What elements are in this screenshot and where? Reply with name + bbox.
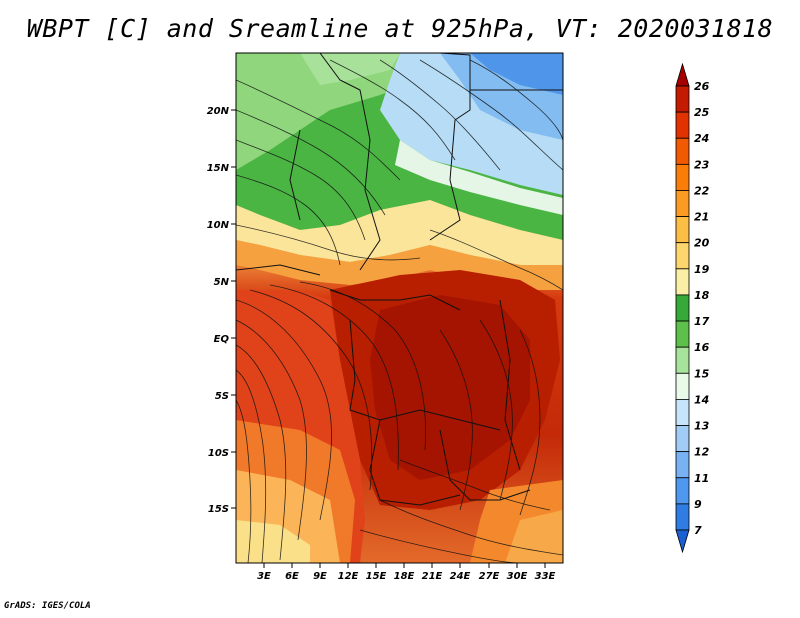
colorbar-label: 19 xyxy=(694,263,710,276)
colorbar-label: 12 xyxy=(694,446,710,459)
lat-label: 20N xyxy=(207,106,230,117)
lon-label: 33E xyxy=(535,571,556,582)
colorbar-label: 7 xyxy=(694,524,702,537)
colorbar-segment xyxy=(675,190,690,217)
colorbar-bottom-arrow xyxy=(675,529,690,554)
colorbar: 26 25 24 23 22 21 20 19 18 17 16 15 14 13 12 11 9 7 xyxy=(675,62,710,554)
colorbar-label: 22 xyxy=(694,184,710,197)
lon-label: 27E xyxy=(479,571,500,582)
chart-title: WBPT [C] and Sreamline at 925hPa, VT: 20… xyxy=(26,14,774,43)
colorbar-segment xyxy=(675,320,690,348)
colorbar-label: 15 xyxy=(694,367,710,380)
lat-label: EQ xyxy=(214,334,230,345)
colorbar-segment xyxy=(675,111,690,139)
colorbar-label: 23 xyxy=(694,158,710,171)
colorbar-label: 11 xyxy=(694,472,709,485)
colorbar-segment xyxy=(675,346,690,374)
colorbar-label: 21 xyxy=(694,211,709,224)
colorbar-segment xyxy=(675,451,690,479)
colorbar-label: 18 xyxy=(694,289,710,302)
colorbar-label: 17 xyxy=(694,315,710,328)
lat-label: 5N xyxy=(214,277,230,288)
colorbar-label: 24 xyxy=(694,132,709,145)
lon-label: 6E xyxy=(285,571,299,582)
lat-label: 15N xyxy=(207,163,230,174)
colorbar-label: 16 xyxy=(694,341,710,354)
credit-label: GrADS: IGES/COLA xyxy=(4,601,91,611)
latitude-axis: 20N 15N 10N 5N EQ 5S 10S 15S xyxy=(207,106,236,515)
lon-label: 3E xyxy=(257,571,271,582)
colorbar-label: 25 xyxy=(694,106,710,119)
colorbar-segment xyxy=(675,216,690,244)
colorbar-segment xyxy=(675,242,690,270)
colorbar-segment xyxy=(675,399,690,426)
colorbar-top-arrow xyxy=(675,62,690,87)
lon-label: 18E xyxy=(394,571,415,582)
lon-label: 21E xyxy=(422,571,443,582)
colorbar-segment xyxy=(675,503,690,531)
longitude-axis: 3E 6E 9E 12E 15E 18E 21E 24E 27E 30E 33E xyxy=(257,563,556,582)
colorbar-segment xyxy=(675,163,690,191)
colorbar-segment xyxy=(675,372,690,400)
colorbar-segment xyxy=(675,268,690,296)
lat-label: 10N xyxy=(207,220,230,231)
colorbar-label: 20 xyxy=(694,237,710,250)
lat-label: 15S xyxy=(208,504,229,515)
lon-label: 30E xyxy=(507,571,528,582)
lon-label: 24E xyxy=(450,571,471,582)
lon-label: 15E xyxy=(366,571,387,582)
lon-label: 12E xyxy=(338,571,359,582)
map-frame xyxy=(235,52,564,564)
lon-label: 9E xyxy=(313,571,327,582)
colorbar-label: 14 xyxy=(694,393,709,406)
colorbar-segment xyxy=(675,477,690,505)
colorbar-segment xyxy=(675,85,690,113)
wbpt-field xyxy=(236,53,563,563)
lat-label: 5S xyxy=(215,391,229,402)
colorbar-label: 9 xyxy=(694,498,702,511)
colorbar-segment xyxy=(675,137,690,165)
colorbar-label: 26 xyxy=(694,80,710,93)
colorbar-label: 13 xyxy=(694,420,710,433)
lat-label: 10S xyxy=(208,448,229,459)
colorbar-segment xyxy=(675,294,690,322)
colorbar-segment xyxy=(675,425,690,453)
